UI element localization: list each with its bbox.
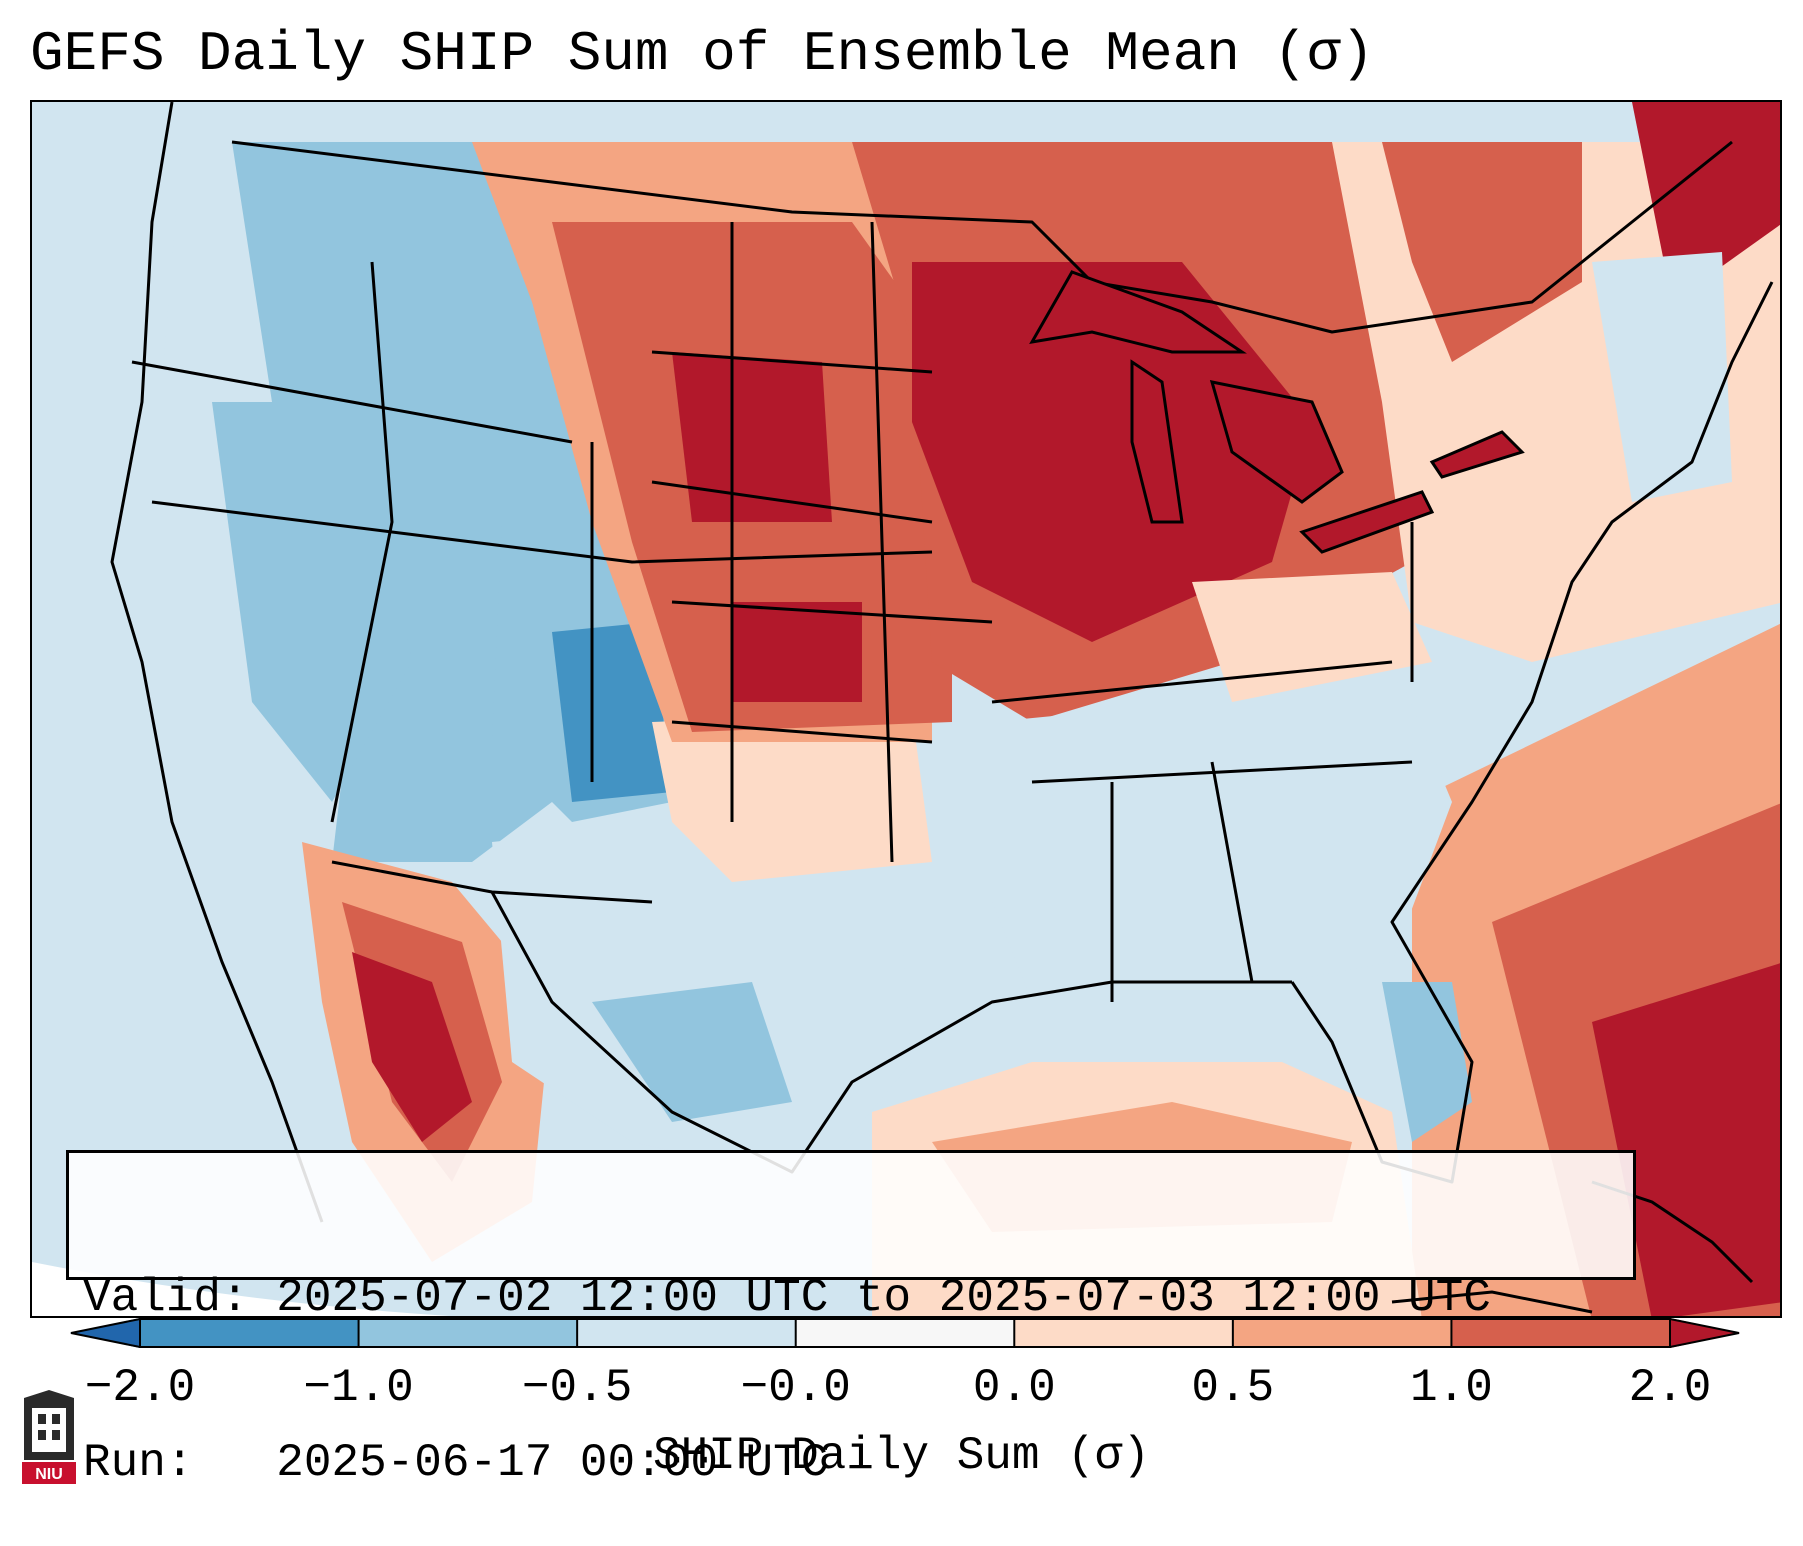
- valid-label: Valid:: [83, 1272, 249, 1324]
- niu-logo: NIU: [20, 1390, 78, 1486]
- maine-anomaly: [1592, 252, 1732, 502]
- border-tn-ky: [991, 660, 1393, 704]
- border-or-id: [131, 360, 573, 444]
- border-ga-al: [1210, 761, 1254, 983]
- colorbar-tick-label: −0.5: [521, 1362, 633, 1414]
- run-label: Run:: [83, 1437, 194, 1489]
- chart-title: GEFS Daily SHIP Sum of Ensemble Mean (σ): [30, 22, 1375, 86]
- map-panel: [30, 100, 1782, 1318]
- colorbar-tick-label: 2.0: [1628, 1362, 1712, 1414]
- lake-michigan: [1130, 359, 1184, 524]
- valid-run-info-box: Valid: 2025-07-02 12:00 UTC to 2025-07-0…: [66, 1150, 1636, 1489]
- border-plains-b: [870, 221, 894, 863]
- valid-value: 2025-07-02 12:00 UTC to 2025-07-03 12:00…: [276, 1272, 1491, 1324]
- mexico-anomaly-max: [352, 952, 472, 1142]
- border-nv-ut: [330, 261, 394, 823]
- border-ok-ks: [671, 720, 933, 744]
- southern-plains-anomaly: [652, 712, 932, 882]
- colorbar-label: SHIP Daily Sum (σ): [653, 1430, 1150, 1482]
- northern-border: [231, 140, 1733, 334]
- west-coastline: [110, 102, 324, 1223]
- great-lakes-anomaly: [912, 262, 1312, 642]
- dakota-anomaly: [672, 352, 832, 522]
- colorbar-tick-label: 0.5: [1191, 1362, 1275, 1414]
- kansas-anomaly: [732, 602, 862, 702]
- ohio-valley-anomaly: [1192, 572, 1432, 702]
- colorbar-segment: [577, 1318, 797, 1348]
- run-value: 2025-06-17 00:00 UTC: [276, 1437, 829, 1489]
- map-canvas: [32, 102, 1780, 1316]
- texas-anomaly: [592, 982, 792, 1122]
- great-lakes: [1029, 270, 1525, 554]
- state-boundaries: [110, 102, 1774, 1223]
- colorbar-segment: [1014, 1318, 1234, 1348]
- lake-ontario: [1429, 430, 1525, 479]
- southeast-region: [992, 682, 1452, 1002]
- colorbar-tick-label: −0.0: [740, 1362, 851, 1414]
- colorbar: [70, 1318, 1740, 1348]
- colorbar-tick-label: −2.0: [84, 1362, 196, 1414]
- colorbar-tick-label: 0.0: [972, 1362, 1056, 1414]
- border-ms-al: [1031, 760, 1413, 784]
- colorbar-segment: [140, 1318, 360, 1348]
- lake-superior: [1029, 270, 1247, 354]
- run-row: Run: 2025-06-17 00:00 UTC: [83, 1436, 1619, 1491]
- lake-erie: [1299, 490, 1435, 554]
- colorbar-segment: [1451, 1318, 1671, 1348]
- gulf-coastline: [490, 891, 1292, 1174]
- valid-row: Valid: 2025-07-02 12:00 UTC to 2025-07-0…: [83, 1271, 1619, 1326]
- border-sd-nd: [651, 350, 933, 374]
- atlantic-anomaly-strong: [1592, 963, 1780, 1316]
- canada-anomaly: [1382, 142, 1582, 362]
- colorbar-segment: [795, 1318, 1015, 1348]
- colorado-rockies-anomaly: [552, 622, 672, 802]
- border-mid: [151, 500, 933, 564]
- quebec-anomaly: [1632, 102, 1780, 302]
- border-ks-ne: [671, 600, 993, 624]
- logo-text: NIU: [35, 1466, 63, 1483]
- colorbar-segment: [1232, 1318, 1452, 1348]
- border-sd-ne: [651, 480, 933, 524]
- colorbar-segment: [358, 1318, 578, 1348]
- colorbar-extend-high: [1670, 1318, 1740, 1348]
- colorbar-tick-label: −1.0: [303, 1362, 414, 1414]
- lake-huron: [1209, 380, 1344, 504]
- colorbar-svg: [70, 1318, 1740, 1348]
- colorbar-tick-label: 1.0: [1410, 1362, 1493, 1414]
- nevada-region: [212, 402, 412, 802]
- cuba: [1391, 1290, 1593, 1314]
- projection-edge: [32, 1262, 450, 1316]
- colorbar-extend-low: [70, 1318, 140, 1348]
